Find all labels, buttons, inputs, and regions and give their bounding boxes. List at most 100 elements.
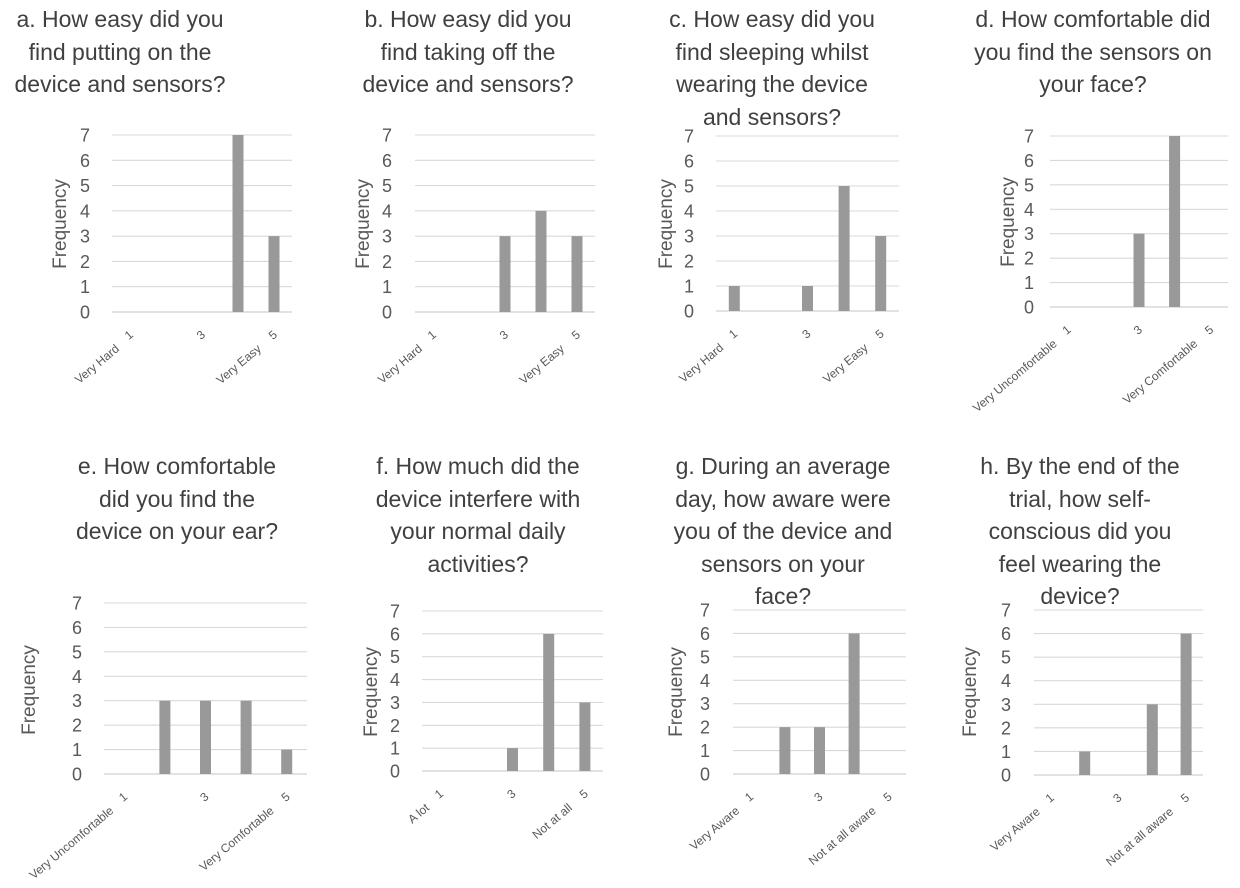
x-tick-label: 1 [742, 789, 756, 804]
y-tick-label: 5 [72, 642, 82, 662]
scale-label-high: Not at all aware [1103, 804, 1176, 869]
y-tick-label: 7 [390, 602, 400, 622]
bar-5 [1180, 633, 1192, 775]
x-tick-label: 3 [197, 789, 211, 804]
y-tick-label: 0 [1001, 766, 1011, 786]
scale-label-high: Not at all [530, 801, 575, 842]
y-tick-label: 5 [80, 176, 90, 196]
y-tick-label: 0 [72, 765, 82, 785]
y-tick-label: 4 [72, 667, 82, 687]
x-tick-label: 5 [569, 327, 583, 342]
y-axis-label: Frequency [960, 647, 981, 737]
bar-5 [268, 236, 280, 312]
x-tick-label: 5 [1202, 322, 1216, 337]
y-tick-label: 3 [72, 691, 82, 711]
x-tick-label: 5 [266, 327, 280, 342]
chart-title-h: h. By the end of the trial, how self- co… [980, 453, 1180, 609]
y-tick-label: 3 [700, 694, 710, 714]
x-tick-label: 5 [1178, 790, 1192, 805]
y-tick-label: 4 [1024, 200, 1034, 220]
y-tick-label: 7 [700, 601, 710, 621]
y-axis-label: Frequency [656, 179, 677, 269]
x-tick-label: 5 [577, 786, 591, 801]
chart-g: 0 1 2 3 4 5 6 7 Frequency 1 3 5 Very Aware Not at all… [666, 601, 906, 868]
y-axis-label: Frequency [998, 177, 1019, 267]
y-tick-label: 2 [80, 252, 90, 272]
bar-3 [802, 286, 813, 311]
x-tick-label: 3 [194, 327, 208, 342]
bar-3 [200, 700, 211, 774]
y-tick-label: 1 [684, 277, 694, 297]
x-tick-label: 3 [1131, 322, 1145, 337]
y-tick-label: 6 [390, 624, 400, 644]
scale-label-low: Very Hard [375, 342, 425, 387]
y-tick-label: 0 [390, 762, 400, 782]
scale-label-low: Very Hard [72, 342, 122, 387]
y-tick-label: 6 [80, 151, 90, 171]
y-tick-label: 7 [1024, 127, 1034, 147]
y-tick-label: 1 [382, 277, 392, 297]
y-tick-label: 4 [382, 201, 392, 221]
bar-2 [779, 727, 791, 774]
scale-label-high: Not at all aware [806, 803, 879, 868]
y-tick-label: 4 [1001, 671, 1011, 691]
chart-title-a: a. How easy did you find putting on the … [14, 6, 226, 97]
y-tick-label: 2 [72, 716, 82, 736]
y-tick-label: 1 [80, 277, 90, 297]
bar-5 [579, 702, 591, 771]
y-tick-label: 7 [382, 126, 392, 146]
y-axis-label: Frequency [361, 647, 382, 737]
scale-label-high: Very Easy [214, 342, 264, 387]
bar-2 [1079, 751, 1091, 775]
chart-b: 0 1 2 3 4 5 6 7 Frequency 1 3 5 Very Hard Very Easy [353, 126, 595, 387]
y-tick-label: 5 [700, 647, 710, 667]
y-tick-label: 4 [700, 671, 710, 691]
y-tick-label: 7 [1001, 601, 1011, 621]
chart-a: 0 1 2 3 4 5 6 7 Frequency 1 3 5 Very Hard Very Easy [50, 126, 292, 387]
chart-title-f: f. How much did the device interfere wit… [375, 453, 581, 577]
y-tick-label: 1 [72, 740, 82, 760]
x-tick-label: 1 [425, 327, 439, 342]
bar-3 [814, 727, 825, 774]
bar-3 [499, 236, 511, 312]
y-tick-label: 4 [390, 670, 400, 690]
y-tick-label: 2 [1024, 249, 1034, 269]
chart-title-c: c. How easy did you find sleeping whilst… [669, 6, 875, 130]
y-axis-label: Frequency [19, 645, 40, 735]
scale-label-high: Very Comfortable [197, 803, 277, 874]
scale-label-low: Very Aware [987, 804, 1043, 854]
y-axis-label: Frequency [50, 179, 71, 269]
y-tick-label: 3 [684, 227, 694, 247]
y-tick-label: 2 [382, 252, 392, 272]
scale-label-high: Very Comfortable [1120, 336, 1200, 407]
chart-f: 0 1 2 3 4 5 67 Frequency 1 3 5 A lot Not at all [361, 602, 603, 842]
x-tick-label: 1 [432, 786, 446, 801]
x-tick-label: 1 [116, 789, 130, 804]
x-tick-label: 3 [504, 786, 518, 801]
chart-title-d: d. How comfortable did you find the sens… [974, 6, 1212, 97]
scale-label-low: Very Aware [687, 803, 743, 853]
bar-4 [535, 210, 547, 312]
y-tick-label: 5 [382, 176, 392, 196]
y-tick-label: 2 [390, 716, 400, 736]
y-tick-label: 4 [684, 202, 694, 222]
x-tick-label: 5 [881, 789, 895, 804]
y-axis-label: Frequency [666, 647, 687, 737]
y-tick-label: 3 [1001, 695, 1011, 715]
scale-label-low: A lot [405, 800, 432, 826]
chart-title-e: e. How comfortable did you find the devi… [75, 453, 278, 544]
bar-4 [1146, 704, 1158, 775]
scale-label-low: Very Uncomfortable [970, 336, 1060, 415]
bar-4 [543, 633, 555, 771]
bar-2 [159, 700, 171, 774]
scale-label-high: Very Easy [517, 342, 567, 387]
y-tick-label: 5 [390, 647, 400, 667]
y-tick-label: 2 [700, 718, 710, 738]
x-tick-label: 1 [1043, 790, 1057, 805]
y-tick-label: 0 [1024, 298, 1034, 318]
y-tick-label: 7 [72, 594, 82, 614]
y-tick-label: 0 [700, 765, 710, 785]
y-tick-label: 1 [390, 739, 400, 759]
chart-h: 0 1 2 3 4 5 6 7 Frequency 1 3 5 Very Aware Not at all… [960, 601, 1203, 869]
